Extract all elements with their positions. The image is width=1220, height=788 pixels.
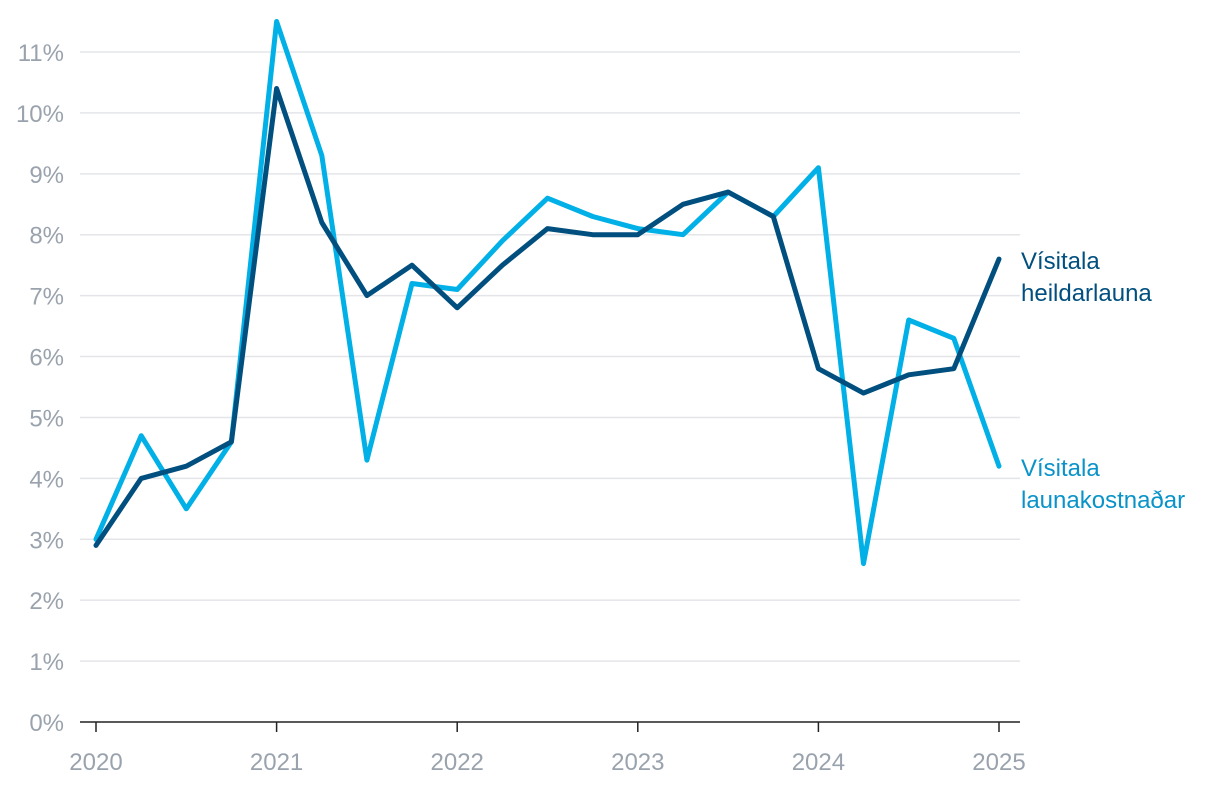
x-tick-label: 2020 bbox=[69, 749, 122, 776]
series-line-0 bbox=[93, 19, 1002, 567]
y-tick-label: 6% bbox=[29, 345, 64, 372]
series-line-1 bbox=[93, 86, 1002, 548]
series-labels: Vísitala launakostnaðar Vísitala heildarlau… bbox=[1021, 248, 1185, 514]
y-tick-label: 3% bbox=[29, 527, 64, 554]
y-tick-label: 1% bbox=[29, 649, 64, 676]
y-tick-label: 10% bbox=[16, 101, 64, 128]
y-tick-label: 9% bbox=[29, 162, 64, 189]
y-tick-label: 7% bbox=[29, 284, 64, 311]
x-tick-label: 2023 bbox=[611, 749, 664, 776]
x-tick-label: 2022 bbox=[431, 749, 484, 776]
grid-lines bbox=[80, 51, 1020, 662]
series-label-line: Vísitala bbox=[1021, 248, 1100, 275]
y-tick-label: 2% bbox=[29, 588, 64, 615]
x-tick-label: 2025 bbox=[972, 749, 1025, 776]
series-label-line: launakostnaðar bbox=[1021, 487, 1185, 514]
x-tick-label: 2021 bbox=[250, 749, 303, 776]
y-tick-label: 5% bbox=[29, 405, 64, 432]
y-tick-label: 0% bbox=[29, 710, 64, 737]
series-lines bbox=[93, 19, 1002, 567]
series-label-line: heildarlauna bbox=[1021, 280, 1152, 307]
y-tick-label: 4% bbox=[29, 466, 64, 493]
x-tick-label: 2024 bbox=[792, 749, 845, 776]
series-label-line: Vísitala bbox=[1021, 455, 1100, 482]
y-tick-label: 8% bbox=[29, 223, 64, 250]
y-tick-label: 11% bbox=[18, 40, 64, 67]
x-axis-ticks: 2020 2021 2022 2023 2024 2025 bbox=[69, 722, 1026, 776]
y-axis-ticks: 0% 1% 2% 3% 4% 5% 6% 7% 8% 9% 10% 11% bbox=[16, 40, 64, 737]
